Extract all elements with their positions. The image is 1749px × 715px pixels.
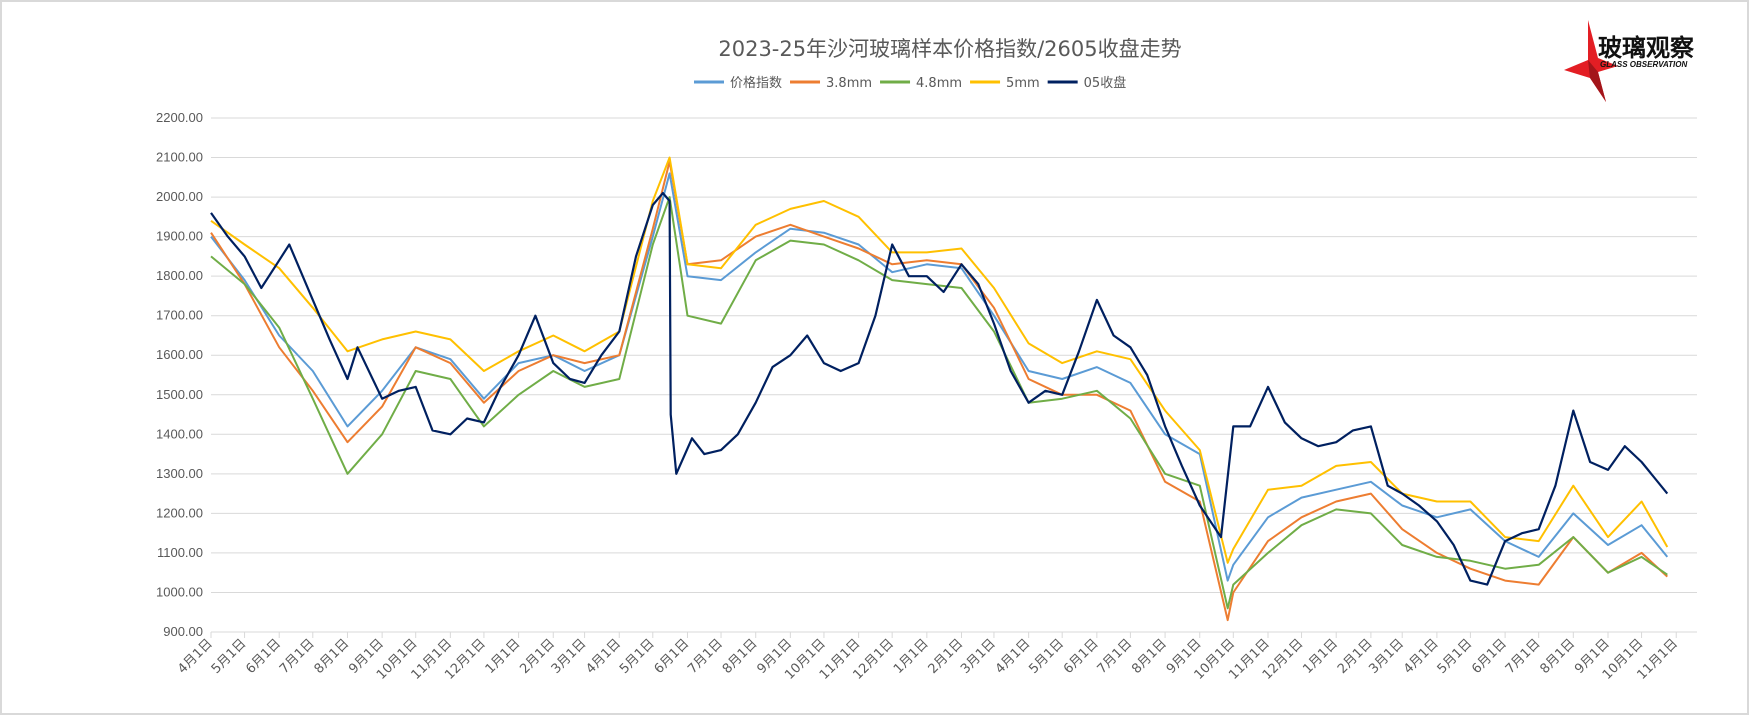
legend-item: 3.8mm (790, 76, 872, 91)
y-tick-label: 2200.00 (156, 110, 203, 125)
legend-label: 05收盘 (1084, 75, 1127, 91)
chart-title: 2023-25年沙河玻璃样本价格指数/2605收盘走势 (718, 37, 1181, 61)
logo: 玻璃观察 GLASS OBSERVATION (1564, 20, 1695, 102)
y-tick-label: 1700.00 (156, 308, 203, 323)
y-tick-label: 1800.00 (156, 268, 203, 283)
y-axis: 900.00 1000.00 1100.00 1200.00 1300.00 1400.0… (156, 110, 203, 639)
logo-text: 玻璃观察 (1598, 34, 1695, 62)
logo-subtext: GLASS OBSERVATION (1600, 60, 1687, 69)
y-tick-label: 1100.00 (157, 545, 203, 560)
legend-item: 价格指数 (694, 75, 782, 91)
series-lines (210, 156, 1669, 622)
series-line-0 (210, 172, 1669, 582)
legend-label: 3.8mm (826, 76, 872, 91)
legend-label: 4.8mm (916, 76, 962, 91)
y-tick-label: 1300.00 (156, 466, 203, 481)
logo-star-icon (1564, 20, 1618, 102)
y-tick-label: 2100.00 (156, 150, 203, 165)
series-line-2 (210, 196, 1668, 610)
series-line-3 (210, 156, 1669, 564)
legend-label: 5mm (1006, 76, 1040, 91)
legend-item: 05收盘 (1047, 75, 1127, 91)
y-tick-label: 1500.00 (156, 387, 203, 402)
logo-star-shade (1588, 60, 1606, 102)
y-tick-label: 1200.00 (156, 505, 203, 520)
series-line-1 (210, 160, 1668, 622)
y-tick-label: 1900.00 (156, 229, 203, 244)
legend: 价格指数 3.8mm 4.8mm 5mm 05收盘 (694, 75, 1126, 91)
legend-item: 5mm (970, 76, 1040, 91)
y-tick-label: 1000.00 (156, 584, 203, 599)
y-tick-label: 2000.00 (156, 189, 203, 204)
y-tick-label: 900.00 (163, 624, 203, 639)
y-tick-label: 1600.00 (156, 347, 203, 362)
y-tick-label: 1400.00 (156, 426, 203, 441)
legend-item: 4.8mm (880, 76, 962, 91)
series-line-4 (210, 192, 1669, 586)
legend-label: 价格指数 (730, 75, 782, 91)
